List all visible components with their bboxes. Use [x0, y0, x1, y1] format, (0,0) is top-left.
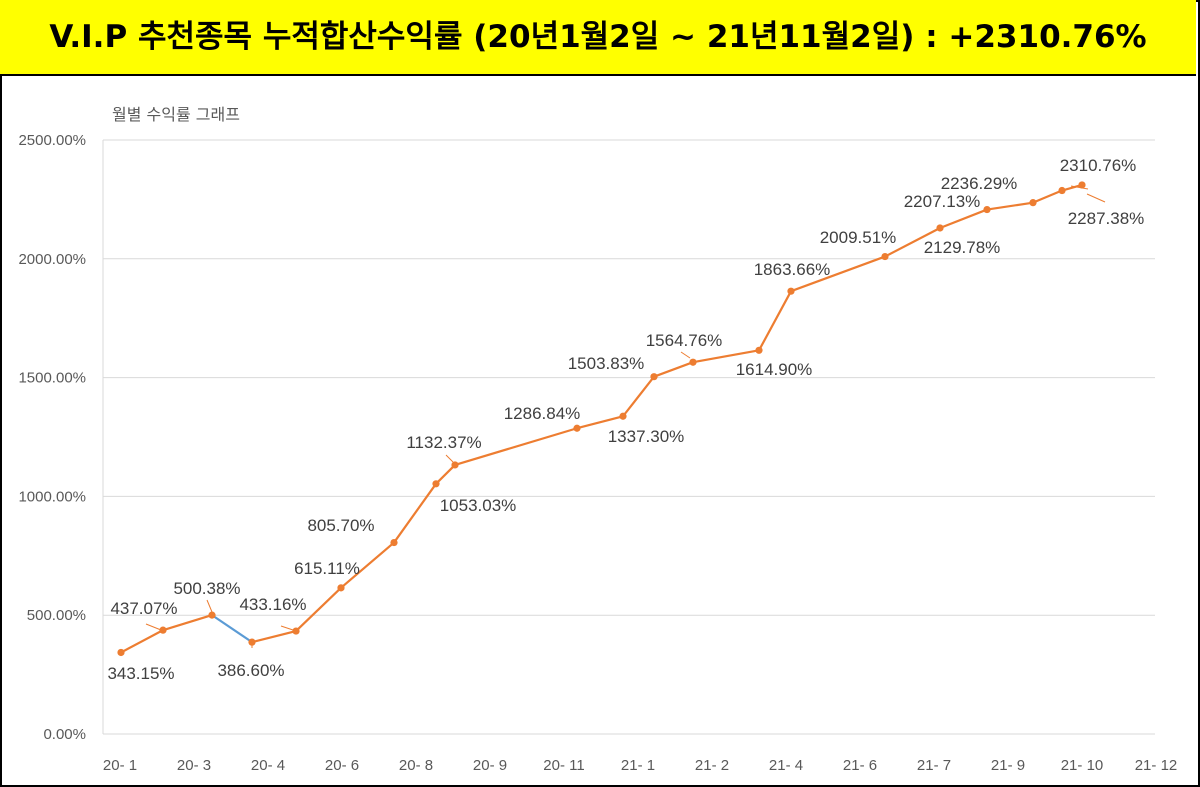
y-tick-label: 2500.00% — [18, 132, 86, 149]
series-segment — [1031, 189, 1064, 204]
x-tick-label: 21- 2 — [695, 757, 729, 774]
leader-line — [206, 599, 213, 613]
data-point — [159, 626, 167, 634]
data-label: 386.60% — [217, 661, 284, 680]
data-label: 615.11% — [294, 559, 360, 578]
data-point — [208, 611, 216, 619]
title-banner: V.I.P 추천종목 누적합산수익률 (20년1월2일 ~ 21년11월2일) … — [0, 0, 1196, 76]
x-tick-label: 21- 10 — [1061, 757, 1104, 774]
data-point — [337, 584, 345, 592]
x-tick-label: 21- 12 — [1135, 757, 1178, 774]
y-tick-label: 1000.00% — [18, 488, 86, 505]
series-segment — [938, 208, 989, 230]
data-label: 2207.13% — [904, 192, 981, 211]
data-label: 1337.30% — [608, 427, 685, 446]
x-tick-label: 20- 9 — [473, 757, 507, 774]
y-tick-label: 2000.00% — [18, 251, 86, 268]
data-point — [787, 287, 795, 295]
data-point — [573, 424, 581, 432]
data-point — [390, 538, 398, 547]
x-tick-label: 21- 9 — [991, 757, 1025, 774]
data-label: 1564.76% — [646, 331, 723, 350]
chart-title: 월별 수익률 그래프 — [112, 105, 240, 124]
series-segment — [119, 629, 165, 654]
banner-title: V.I.P 추천종목 누적합산수익률 (20년1월2일 ~ 21년11월2일) … — [49, 19, 1147, 55]
x-tick-label: 21- 1 — [621, 757, 655, 774]
series-segment — [621, 375, 656, 418]
series-segment — [434, 463, 457, 485]
data-point — [689, 358, 697, 366]
series-segment — [339, 541, 396, 589]
x-tick-label: 20- 4 — [251, 757, 285, 774]
data-label: 1132.37% — [406, 433, 481, 452]
series-segment — [161, 614, 214, 632]
series-segment — [294, 586, 343, 633]
data-point — [983, 205, 991, 214]
data-label: 1863.66% — [754, 260, 831, 279]
x-tick-label: 21- 7 — [917, 757, 951, 774]
data-point — [117, 648, 125, 657]
x-tick-label: 21- 6 — [843, 757, 877, 774]
data-point — [1078, 181, 1086, 189]
data-label: 1286.84% — [504, 404, 581, 423]
x-tick-label: 20- 11 — [543, 757, 584, 774]
x-tick-label: 20- 8 — [399, 757, 433, 774]
series-segment — [691, 349, 761, 364]
series-segment — [883, 226, 942, 258]
series-segment — [575, 415, 625, 430]
data-label: 2287.38% — [1068, 209, 1145, 228]
y-tick-label: 0.00% — [43, 726, 86, 743]
leader-line — [145, 623, 162, 631]
data-point — [881, 252, 889, 261]
series-segment — [392, 482, 438, 544]
data-label: 437.07% — [110, 599, 177, 618]
series-segment — [985, 201, 1035, 211]
data-point — [1029, 199, 1037, 207]
x-tick-label: 20- 6 — [325, 757, 359, 774]
leader-line — [1086, 193, 1106, 203]
y-tick-label: 500.00% — [27, 607, 86, 624]
data-label: 805.70% — [307, 516, 374, 535]
data-label: 1503.83% — [568, 354, 645, 373]
data-point — [755, 346, 763, 354]
data-label: 2310.76% — [1060, 156, 1137, 175]
data-point — [248, 638, 256, 646]
leader-line — [445, 454, 454, 463]
data-label: 343.15% — [107, 664, 174, 683]
data-label: 500.38% — [173, 579, 240, 598]
series-segment — [789, 255, 887, 293]
leader-line — [1070, 185, 1089, 190]
series-segment — [250, 629, 298, 644]
data-label: 2236.29% — [941, 174, 1018, 193]
data-point — [650, 373, 658, 381]
series-segment — [652, 361, 695, 378]
data-label: 1053.03% — [440, 496, 517, 515]
x-tick-label: 20- 3 — [177, 757, 211, 774]
data-label: 1614.90% — [736, 360, 813, 379]
data-point — [1058, 186, 1066, 195]
data-point — [936, 224, 944, 232]
series-segment — [210, 614, 254, 644]
data-point — [451, 461, 459, 469]
leader-line — [280, 625, 297, 632]
data-point — [432, 480, 440, 488]
data-label: 2129.78% — [924, 238, 1001, 257]
series-segment — [453, 427, 579, 467]
y-tick-label: 1500.00% — [18, 370, 86, 387]
series-segment — [757, 290, 793, 352]
leader-line — [680, 351, 691, 359]
data-point — [619, 412, 627, 420]
data-point — [292, 627, 300, 635]
x-tick-label: 21- 4 — [769, 757, 803, 774]
data-label: 2009.51% — [820, 228, 897, 247]
x-tick-label: 20- 1 — [103, 757, 137, 774]
data-label: 433.16% — [239, 595, 306, 614]
